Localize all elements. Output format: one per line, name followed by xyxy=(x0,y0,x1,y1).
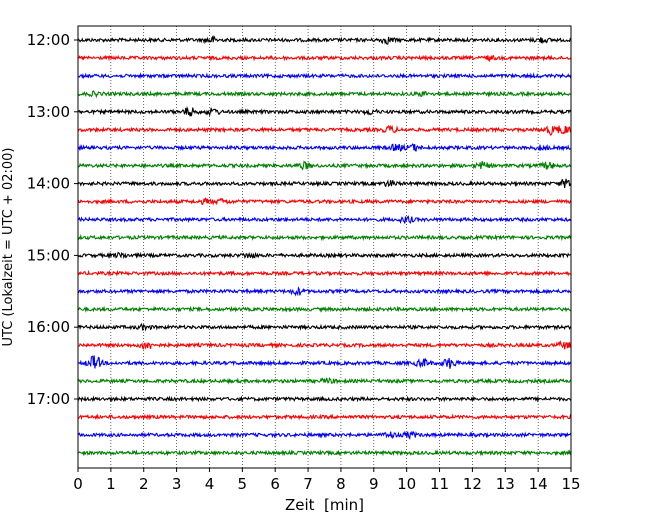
trace-1415 xyxy=(77,197,572,206)
trace-1445 xyxy=(77,233,572,242)
trace-1330 xyxy=(77,143,572,152)
x-axis-label: Zeit [min] xyxy=(285,496,364,514)
trace-1645 xyxy=(77,376,572,385)
trace-1345 xyxy=(77,160,572,171)
seismogram-traces xyxy=(77,35,572,457)
y-axis-label: UTC (Lokalzeit = UTC + 02:00) xyxy=(1,148,16,347)
x-tick-label: 15 xyxy=(561,475,580,493)
x-tick-label: 12 xyxy=(463,475,482,493)
trace-1245 xyxy=(77,90,572,99)
x-axis-ticks: 0 1 2 3 4 5 6 7 8 9 10 11 12 13 14 15 xyxy=(73,468,581,493)
trace-1545 xyxy=(78,305,572,313)
trace-1515 xyxy=(77,269,572,277)
x-tick-label: 10 xyxy=(397,475,416,493)
y-tick-label: 14:00 xyxy=(27,175,70,193)
trace-1300 xyxy=(77,106,572,117)
y-tick-label: 13:00 xyxy=(27,103,70,121)
x-tick-label: 1 xyxy=(106,475,116,493)
trace-1715 xyxy=(77,413,572,421)
trace-1600 xyxy=(77,322,572,332)
x-tick-label: 3 xyxy=(172,475,182,493)
x-tick-label: 14 xyxy=(529,475,548,493)
trace-1400 xyxy=(77,178,572,189)
y-tick-label: 17:00 xyxy=(27,390,70,408)
trace-1500 xyxy=(77,251,572,260)
trace-1315 xyxy=(77,124,572,136)
trace-1745 xyxy=(77,449,572,457)
y-tick-label: 12:00 xyxy=(27,31,70,49)
trace-1530 xyxy=(77,286,572,297)
y-tick-label: 16:00 xyxy=(27,318,70,336)
x-tick-label: 13 xyxy=(496,475,515,493)
trace-1630 xyxy=(77,355,572,369)
trace-1730 xyxy=(77,430,572,440)
plot-frame xyxy=(77,25,572,469)
trace-1200 xyxy=(77,35,572,45)
x-tick-label: 0 xyxy=(73,475,83,493)
y-axis-ticks: 12:00 13:00 14:00 15:00 16:00 17:00 xyxy=(27,31,78,408)
x-tick-label: 4 xyxy=(205,475,215,493)
x-tick-label: 2 xyxy=(139,475,149,493)
x-tick-label: 9 xyxy=(369,475,379,493)
y-tick-label: 15:00 xyxy=(27,246,70,264)
trace-1615 xyxy=(77,339,572,350)
trace-1700 xyxy=(77,395,572,403)
trace-1215 xyxy=(77,54,572,63)
x-tick-label: 6 xyxy=(270,475,280,493)
trace-1230 xyxy=(77,72,572,80)
x-tick-label: 7 xyxy=(303,475,313,493)
trace-1430 xyxy=(77,215,572,225)
x-tick-label: 11 xyxy=(430,475,449,493)
x-tick-label: 8 xyxy=(336,475,346,493)
x-tick-label: 5 xyxy=(238,475,248,493)
